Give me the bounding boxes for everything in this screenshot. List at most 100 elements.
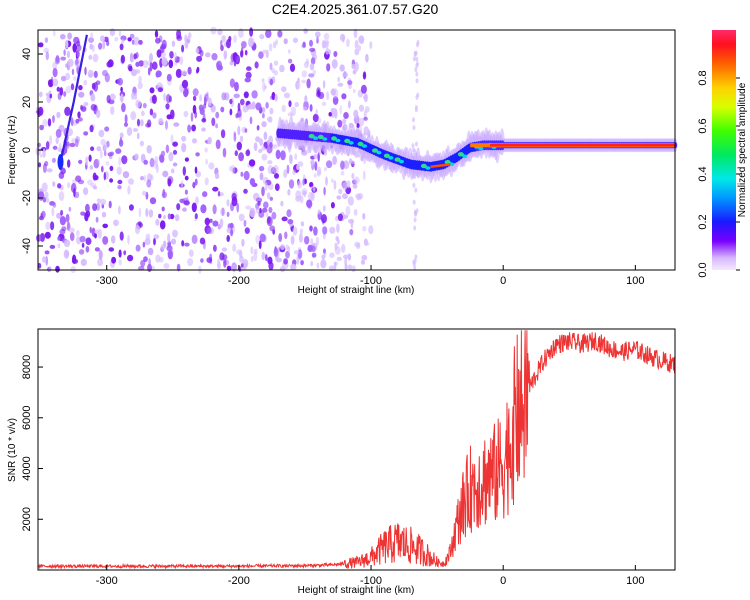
- snr-plot-area: [38, 329, 675, 570]
- noise-blob: [135, 244, 141, 252]
- noise-blob: [52, 202, 57, 208]
- noise-blob: [154, 155, 158, 165]
- noise-blob: [63, 239, 71, 248]
- noise-blob: [181, 79, 189, 89]
- noise-blob: [210, 26, 217, 35]
- noise-blob: [58, 191, 65, 202]
- noise-blob: [160, 244, 166, 250]
- noise-blob: [101, 165, 104, 173]
- noise-blob: [257, 200, 261, 206]
- noise-blob: [317, 117, 322, 124]
- noise-blob: [321, 101, 327, 107]
- noise-blob: [102, 236, 109, 245]
- noise-blob: [80, 211, 86, 216]
- noise-blob: [322, 80, 326, 89]
- noise-blob: [280, 200, 284, 207]
- ridge-highlight: [462, 154, 468, 159]
- noise-blob: [290, 235, 295, 245]
- noise-blob: [205, 52, 211, 58]
- noise-blob: [354, 39, 359, 50]
- noise-blob: [243, 170, 250, 181]
- noise-blob: [280, 150, 286, 161]
- noise-blob: [52, 78, 59, 87]
- noise-blob: [136, 132, 140, 140]
- noise-blob: [38, 91, 43, 98]
- noise-blob: [267, 256, 273, 265]
- noise-blob: [287, 189, 291, 196]
- noise-blob: [196, 55, 203, 62]
- noise-blob: [138, 60, 144, 67]
- noise-blob: [337, 82, 344, 87]
- noise-blob: [365, 53, 369, 63]
- noise-blob: [155, 70, 162, 78]
- noise-blob: [258, 240, 262, 250]
- noise-blob: [104, 126, 110, 132]
- noise-blob: [75, 229, 80, 237]
- ridge-highlight: [457, 152, 464, 157]
- spectrogram-x-tick-label: -100: [360, 275, 382, 287]
- noise-blob: [147, 247, 154, 256]
- noise-blob: [286, 164, 290, 174]
- noise-blob: [211, 117, 216, 127]
- noise-blob: [181, 143, 187, 153]
- noise-blob: [347, 264, 353, 270]
- noise-blob: [89, 124, 94, 133]
- noise-blob: [301, 79, 307, 84]
- noise-blob: [274, 183, 280, 191]
- noise-blob: [277, 30, 283, 38]
- noise-blob: [309, 39, 313, 47]
- noise-blob: [67, 182, 70, 189]
- noise-blob: [160, 150, 166, 157]
- snr-y-tick-label: 4000: [21, 456, 33, 480]
- noise-blob: [128, 65, 133, 72]
- noise-blob: [192, 104, 197, 114]
- noise-blob: [95, 202, 101, 211]
- noise-blob: [199, 107, 205, 115]
- noise-blob: [102, 40, 106, 50]
- noise-blob: [195, 152, 200, 157]
- noise-blob: [342, 181, 348, 191]
- noise-blob: [226, 211, 230, 217]
- noise-blob: [37, 262, 42, 269]
- noise-blob: [269, 78, 274, 86]
- noise-blob: [157, 87, 163, 93]
- noise-blob: [310, 57, 316, 65]
- noise-blob: [326, 91, 330, 101]
- noise-blob: [415, 63, 419, 69]
- noise-blob: [217, 190, 221, 197]
- noise-blob: [246, 66, 252, 71]
- noise-blob: [65, 39, 69, 49]
- noise-blob: [56, 111, 61, 119]
- noise-blob: [281, 104, 287, 113]
- noise-blob: [330, 202, 335, 209]
- noise-blob: [292, 169, 296, 176]
- noise-blob: [342, 193, 348, 200]
- noise-blob: [199, 49, 204, 57]
- noise-blob: [192, 95, 197, 101]
- noise-blob: [149, 87, 155, 94]
- noise-blob: [332, 88, 339, 99]
- noise-blob: [199, 94, 203, 102]
- noise-blob: [415, 71, 419, 77]
- noise-blob: [323, 186, 326, 196]
- noise-blob: [296, 164, 300, 171]
- noise-blob: [102, 69, 108, 77]
- noise-blob: [413, 209, 417, 215]
- noise-blob: [243, 219, 247, 227]
- noise-blob: [297, 77, 300, 84]
- noise-blob: [337, 76, 341, 83]
- noise-blob: [183, 200, 190, 206]
- noise-blob: [41, 182, 48, 192]
- noise-blob: [236, 249, 242, 255]
- ridge-highlight: [362, 144, 367, 148]
- noise-blob: [312, 113, 319, 123]
- noise-blob: [306, 78, 311, 89]
- noise-blob: [97, 159, 101, 165]
- noise-blob: [42, 148, 46, 158]
- noise-blob: [149, 157, 155, 168]
- noise-blob: [258, 51, 264, 59]
- noise-blob: [65, 213, 70, 223]
- noise-blob: [268, 43, 273, 52]
- noise-blob: [354, 176, 360, 184]
- snr-y-tick-label: 2000: [21, 507, 33, 531]
